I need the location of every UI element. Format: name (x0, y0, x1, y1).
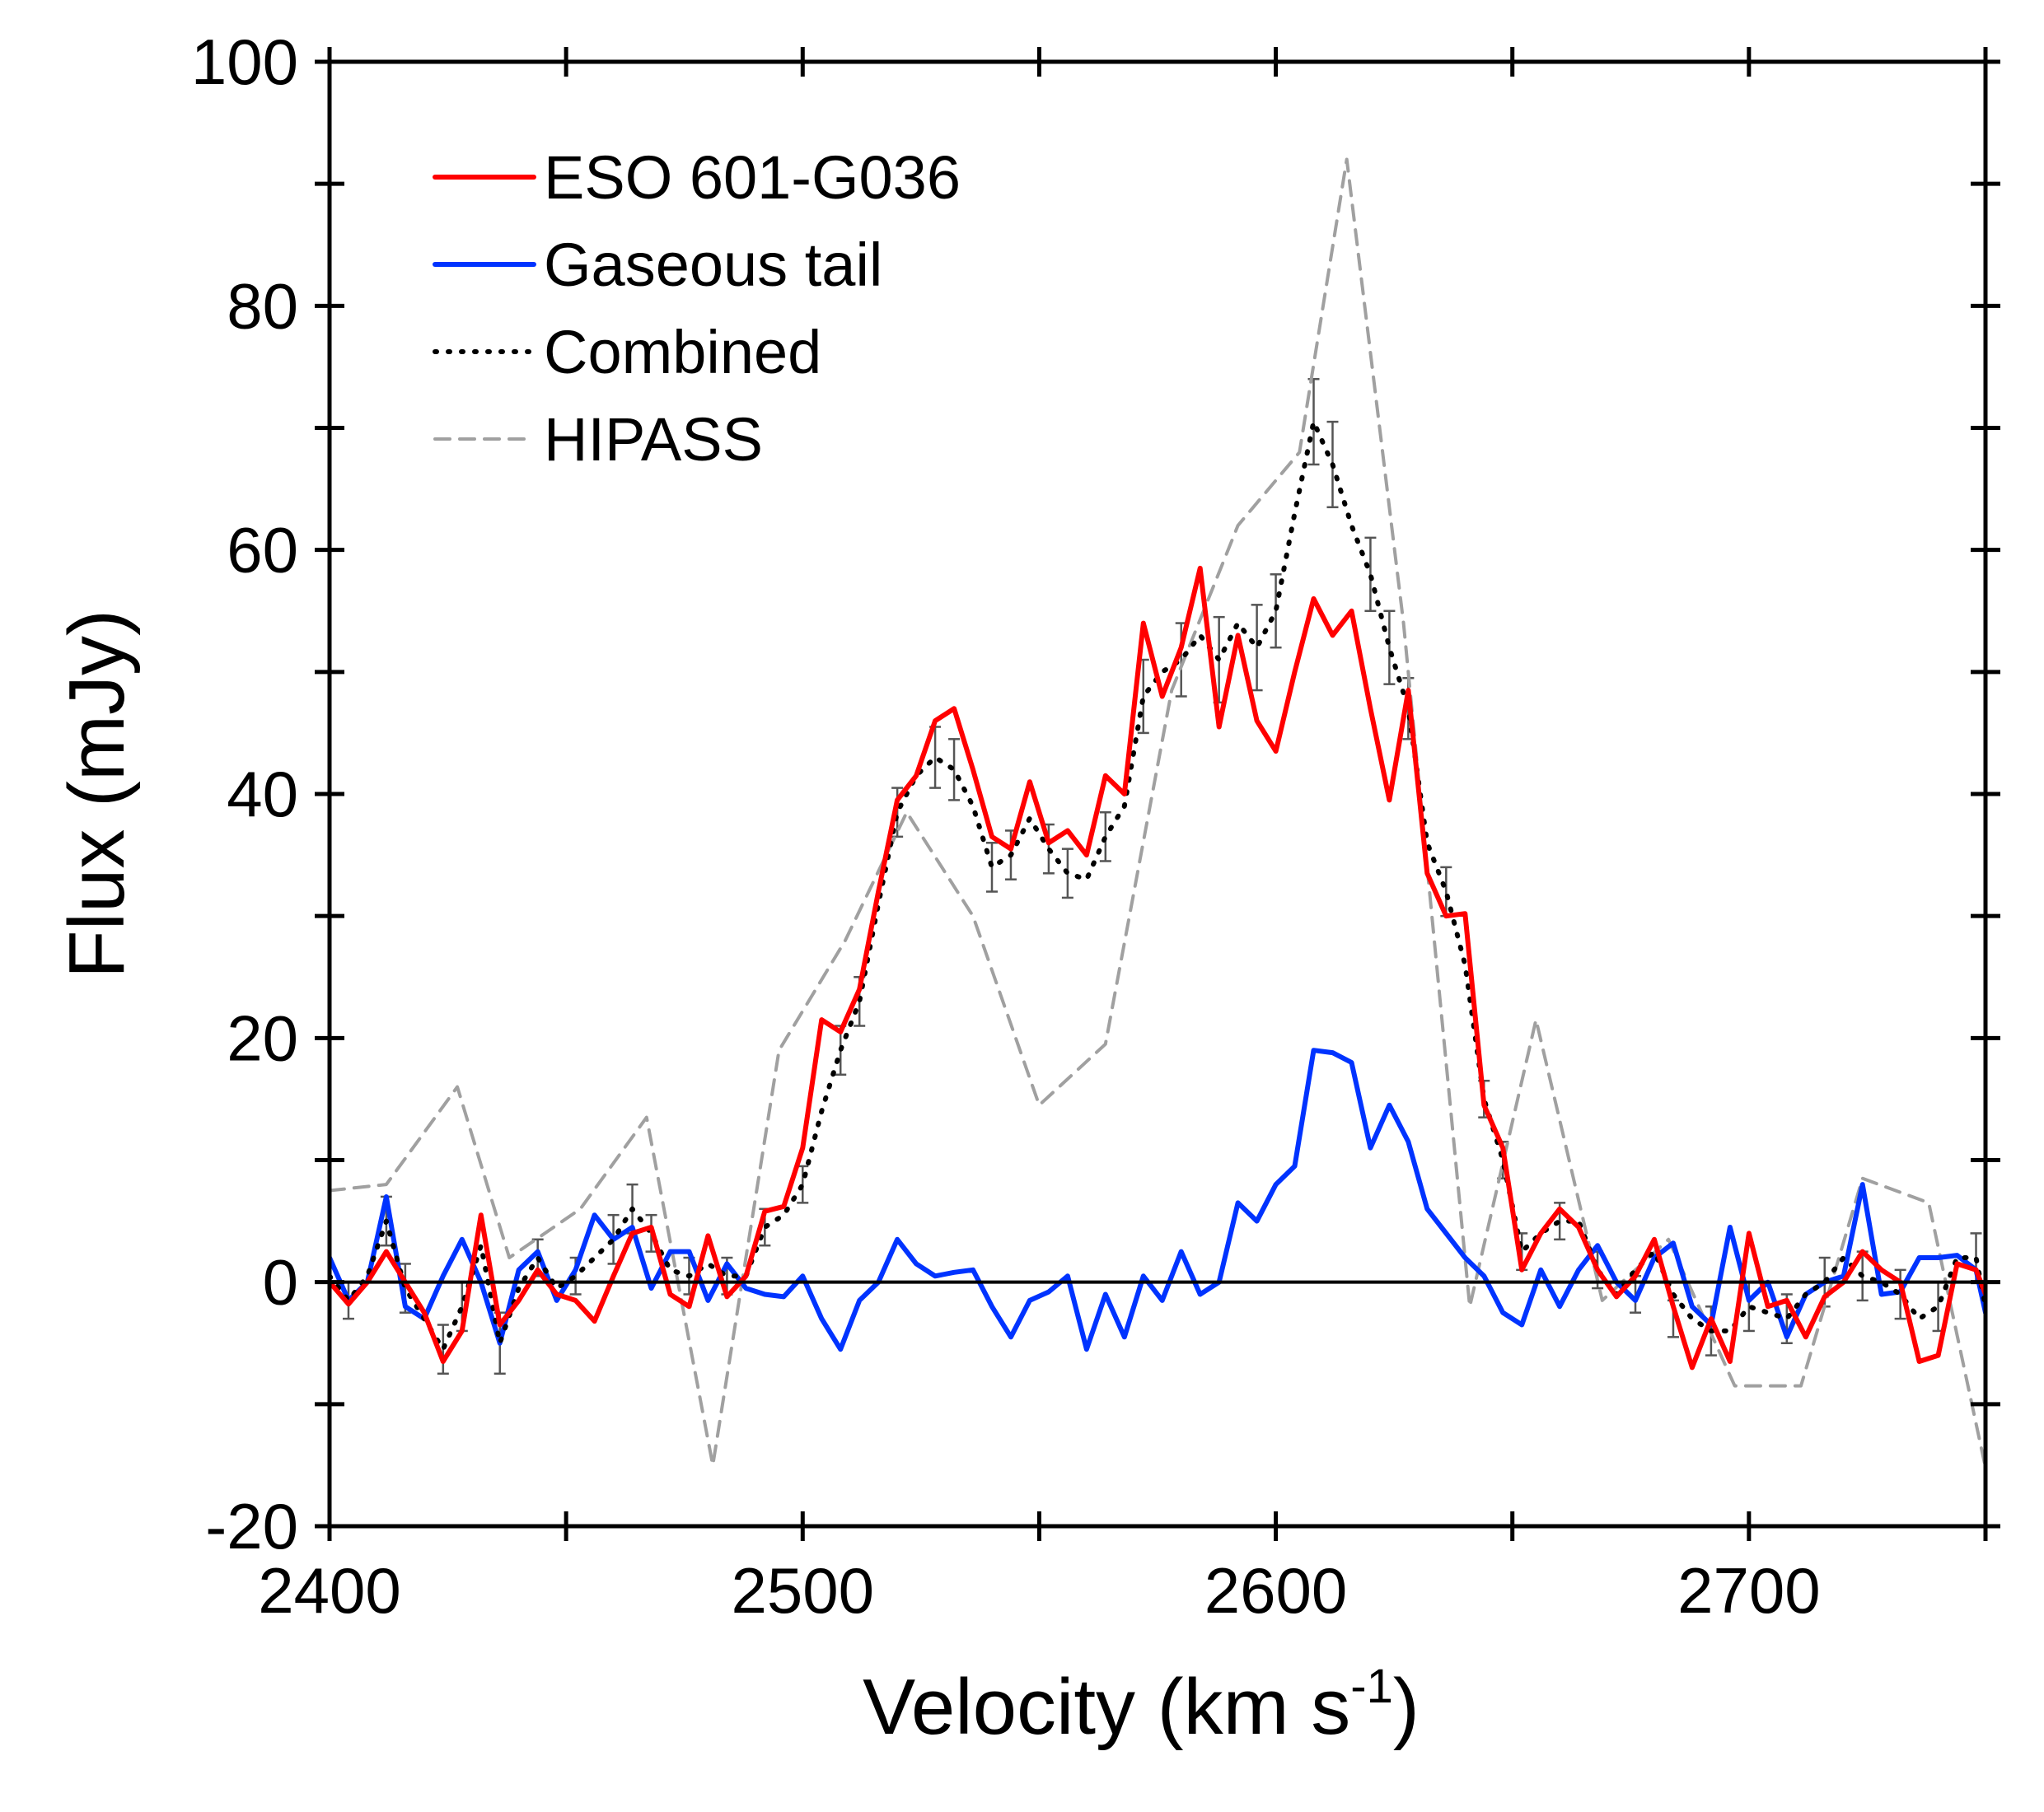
x-tick-label: 2400 (258, 1554, 401, 1627)
error-bar (1251, 605, 1263, 690)
legend-item-gaseous-tail: Gaseous tail (435, 231, 882, 299)
error-bar (1270, 574, 1282, 647)
y-axis-title: Flux (mJy) (53, 609, 141, 978)
x-axis-title: Velocity (km s-1) (863, 1660, 1420, 1751)
error-bar (1364, 538, 1376, 611)
y-tick-label: 60 (227, 514, 298, 586)
x-tick-label: 2600 (1204, 1554, 1348, 1627)
legend-label: HIPASS (544, 405, 763, 474)
legend-item-combined: Combined (435, 318, 821, 386)
x-tick-label: 2500 (732, 1554, 875, 1627)
flux-velocity-chart: 2400 2500 2600 2700 -20 0 20 40 60 80 100 Velocity… (0, 0, 2044, 1812)
y-tick-label: 0 (263, 1246, 298, 1319)
y-tick-label: 80 (227, 269, 298, 342)
y-tick-label: 40 (227, 758, 298, 830)
legend-label: ESO 601-G036 (544, 143, 961, 212)
legend: ESO 601-G036 Gaseous tail Combined HIPASS (435, 143, 961, 474)
y-tick-label: 20 (227, 1002, 298, 1074)
y-tick-label: 100 (191, 26, 298, 98)
error-bars (343, 379, 1982, 1374)
legend-label: Gaseous tail (544, 231, 882, 299)
series-line-combined (330, 422, 1986, 1349)
error-bar (1383, 611, 1395, 684)
legend-label: Combined (544, 318, 821, 386)
error-bar (797, 1166, 808, 1203)
legend-item-hipass: HIPASS (435, 405, 763, 474)
y-tick-label: -20 (205, 1490, 298, 1562)
x-tick-label: 2700 (1677, 1554, 1821, 1627)
legend-item-eso-601-g036: ESO 601-G036 (435, 143, 961, 212)
